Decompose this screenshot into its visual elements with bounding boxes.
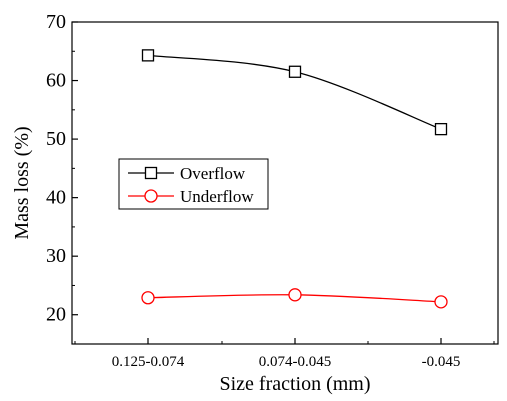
plot-frame xyxy=(71,21,499,345)
data-point-overflow xyxy=(141,49,155,62)
legend-marker-overflow xyxy=(144,166,158,180)
legend-box xyxy=(118,158,269,210)
legend-label-overflow: Overflow xyxy=(180,164,246,183)
data-point-underflow xyxy=(434,295,448,309)
legend: Overflow Underflow xyxy=(118,158,269,210)
y-tick-label: 60 xyxy=(46,70,66,92)
legend-marker-underflow xyxy=(144,189,158,203)
y-tick-label: 20 xyxy=(46,304,66,326)
y-axis-ticks: 20 30 40 50 60 70 xyxy=(46,11,78,345)
x-axis-ticks: 0.125-0.074 0.074-0.045 -0.045 xyxy=(74,338,495,370)
x-tick-label: 0.074-0.045 xyxy=(259,354,332,370)
y-axis-title: Mass loss (%) xyxy=(11,126,33,239)
data-point-underflow xyxy=(141,291,155,305)
x-tick-label: -0.045 xyxy=(422,354,461,370)
y-tick-label: 30 xyxy=(46,245,66,267)
legend-label-underflow: Underflow xyxy=(180,187,254,206)
x-axis-title: Size fraction (mm) xyxy=(219,373,370,395)
legend-entries: Overflow Underflow xyxy=(128,164,254,206)
y-tick-label: 70 xyxy=(46,11,66,33)
data-point-overflow xyxy=(434,122,448,136)
y-tick-label: 40 xyxy=(46,187,66,209)
data-point-overflow xyxy=(288,65,302,78)
x-tick-label: 0.125-0.074 xyxy=(112,354,185,370)
y-tick-label: 50 xyxy=(46,128,66,150)
data-point-underflow xyxy=(288,288,302,302)
plot-series xyxy=(141,49,448,309)
